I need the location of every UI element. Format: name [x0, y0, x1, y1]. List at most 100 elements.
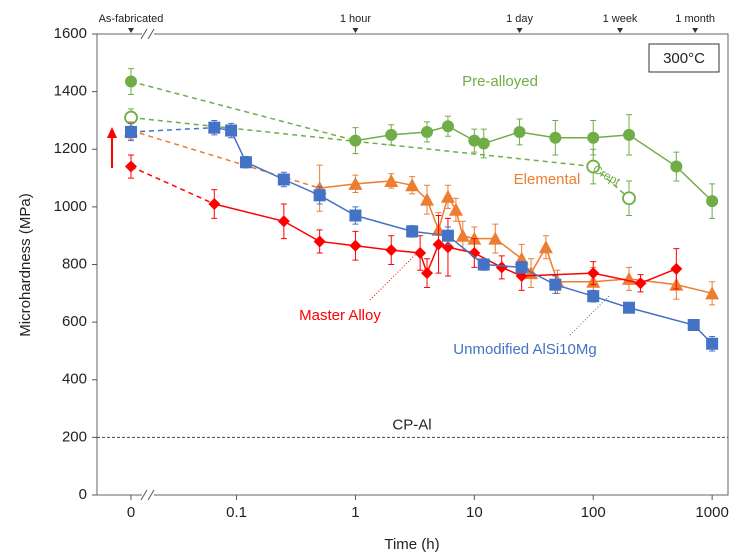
marker [622, 191, 636, 206]
marker [421, 267, 434, 280]
marker [477, 258, 490, 271]
y-tick-label: 1200 [54, 140, 87, 157]
marker [277, 215, 290, 228]
marker [495, 261, 508, 274]
marker [705, 286, 720, 300]
x-axis-label: Time (h) [384, 536, 439, 553]
x-tick-label: 100 [581, 504, 606, 521]
trend-dashed [130, 116, 594, 168]
top-tick-label: 1 month [675, 13, 715, 25]
series-label: Crept [590, 162, 623, 189]
trend-dashed [130, 126, 215, 133]
marker [313, 235, 326, 248]
marker [468, 246, 481, 259]
marker [385, 244, 398, 257]
trend-dashed [130, 165, 215, 205]
red-arrow [107, 127, 117, 168]
marker [587, 267, 600, 280]
marker [670, 262, 683, 275]
top-tick [617, 28, 624, 33]
marker [125, 125, 137, 138]
y-tick-label: 800 [62, 255, 87, 272]
x-tick-label: 1000 [695, 504, 728, 521]
y-axis-label: Microhardness (MPa) [17, 193, 34, 336]
marker [549, 278, 562, 291]
marker [706, 195, 719, 208]
top-tick [516, 28, 523, 33]
temperature-box [648, 43, 720, 73]
top-tick [128, 28, 134, 33]
marker [414, 246, 427, 259]
marker [208, 197, 221, 210]
series-label: Unmodified AlSi10Mg [453, 341, 596, 358]
marker [622, 271, 637, 285]
marker [405, 178, 420, 192]
y-tick-label: 1400 [54, 83, 87, 100]
marker [515, 261, 528, 274]
trend-line [319, 180, 713, 295]
marker [384, 173, 399, 187]
marker [488, 231, 503, 245]
marker [313, 189, 326, 202]
marker [385, 128, 398, 141]
marker [432, 238, 445, 251]
marker [125, 75, 137, 88]
marker [441, 120, 454, 133]
marker [277, 173, 290, 186]
label-leader [569, 294, 611, 336]
marker [208, 121, 221, 134]
trend-dashed [130, 80, 356, 142]
marker [623, 301, 636, 314]
reference-label: CP-Al [392, 416, 431, 433]
y-tick-label: 0 [79, 486, 87, 503]
x-tick-label: 10 [466, 504, 483, 521]
y-tick-label: 400 [62, 371, 87, 388]
top-tick-label: 1 hour [340, 13, 372, 25]
axis-break [140, 28, 155, 501]
x-tick-label: 0.1 [226, 504, 247, 521]
series-label: Pre-alloyed [462, 73, 538, 90]
x-tick-label: 0 [127, 504, 135, 521]
marker [455, 228, 470, 242]
top-tick-label: 1 week [603, 13, 638, 25]
top-tick [692, 28, 699, 33]
marker [421, 125, 434, 138]
marker [349, 209, 362, 222]
marker [513, 125, 526, 138]
marker [623, 128, 636, 141]
marker [634, 277, 647, 290]
marker [549, 131, 562, 144]
marker [477, 137, 490, 150]
top-tick-label: 1 day [506, 13, 533, 25]
y-tick-label: 1000 [54, 198, 87, 215]
marker [687, 319, 700, 332]
series-label: Elemental [514, 171, 581, 188]
top-tick [352, 28, 359, 33]
marker [448, 202, 463, 216]
marker [348, 176, 363, 190]
series-label: Master Alloy [299, 307, 381, 324]
marker [406, 225, 419, 238]
y-tick-label: 200 [62, 428, 87, 445]
label-leader [369, 249, 421, 301]
marker [239, 156, 252, 169]
top-tick-label: As-fabricated [99, 13, 164, 25]
temperature-label: 300°C [663, 50, 705, 67]
marker [538, 240, 553, 254]
y-tick-label: 1600 [54, 25, 87, 42]
marker [420, 192, 435, 206]
marker [586, 159, 601, 174]
y-tick-label: 600 [62, 313, 87, 330]
x-tick-label: 1 [351, 504, 359, 521]
marker [670, 160, 683, 173]
trend-line [592, 165, 630, 199]
marker [125, 160, 137, 173]
marker [468, 134, 481, 147]
marker [440, 189, 455, 203]
marker [587, 131, 600, 144]
marker [225, 124, 238, 137]
marker [706, 337, 719, 350]
marker [441, 229, 454, 242]
marker [587, 290, 600, 303]
